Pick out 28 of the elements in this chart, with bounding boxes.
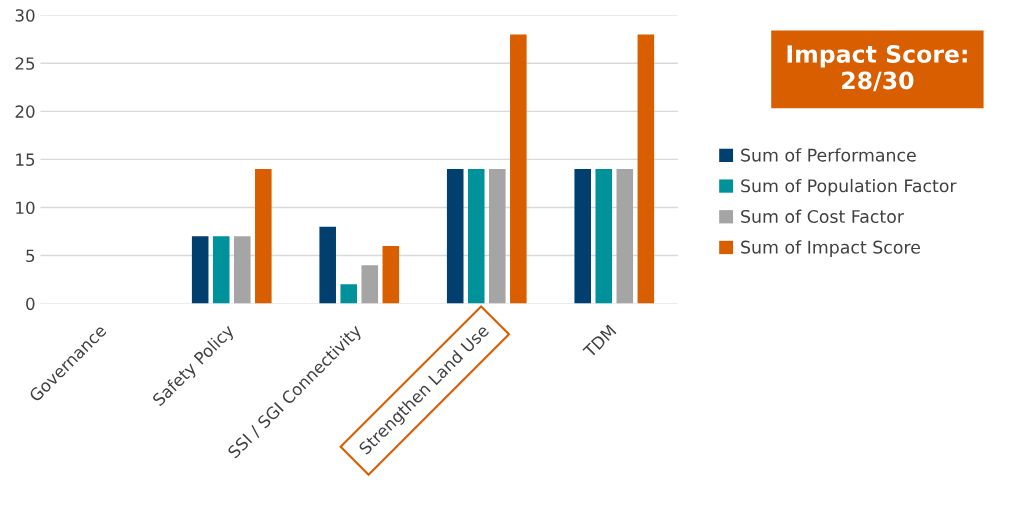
bar [616,169,634,304]
legend-label: Sum of Impact Score [741,240,920,258]
bar [467,169,485,304]
legend-label: Sum of Population Factor [741,178,957,196]
bar [574,169,592,304]
bar [255,169,272,304]
y-tick-label: 30 [15,9,35,22]
legend-label: Sum of Cost Factor [741,209,904,224]
y-tick-label: 15 [16,153,35,166]
y-tick-label: 20 [15,105,35,118]
y-tick-label: 10 [16,201,35,215]
legend-label: Sum of Performance [741,148,916,162]
text: Impact Score: 28/30 [787,45,967,92]
bar [361,265,379,304]
y-tick-label: 25 [15,57,35,70]
y-tick-label: 5 [26,249,35,263]
y-tick-label: 0 [26,297,35,311]
bar [212,236,230,304]
bar [510,34,527,304]
bar [446,169,464,304]
bar [340,284,358,304]
bar [489,169,506,304]
bar [637,34,655,304]
bar [595,169,613,304]
bar [191,236,209,304]
bar [382,245,400,304]
bar [319,226,336,304]
bar [233,236,251,304]
